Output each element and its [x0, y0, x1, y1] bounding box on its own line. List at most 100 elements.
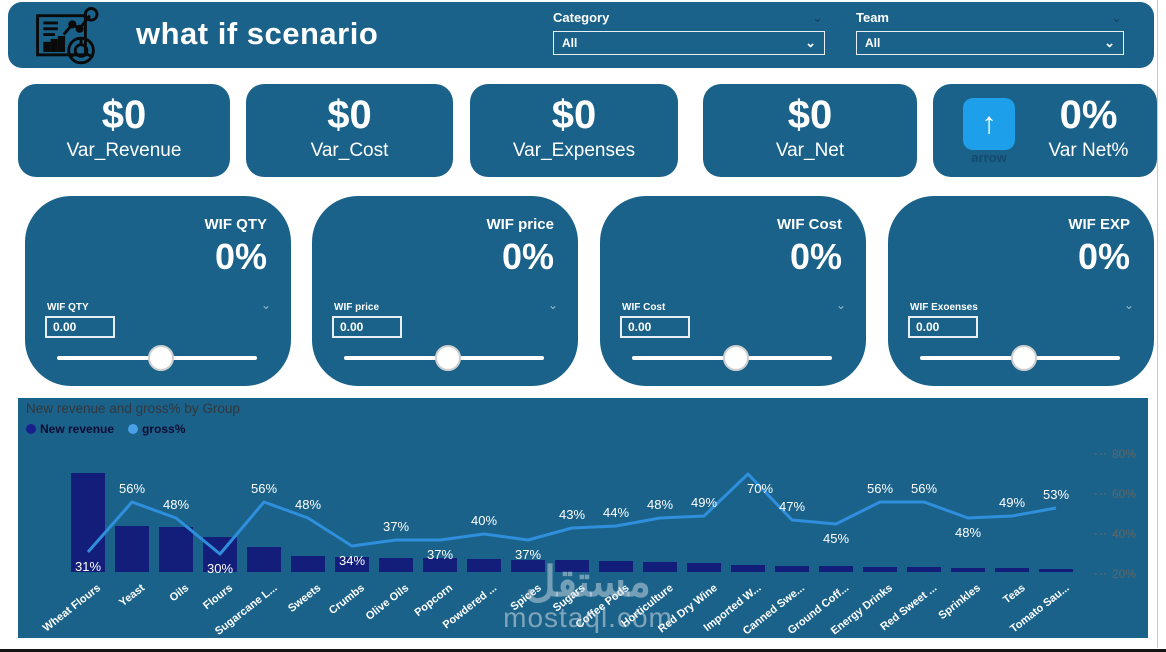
arrow-caption: arrow: [971, 150, 1007, 165]
legend-label: gross%: [142, 422, 186, 436]
wif-slider-track[interactable]: [344, 345, 544, 371]
y-axis-tick: 20%: [1094, 567, 1136, 581]
data-label: 43%: [558, 507, 586, 522]
collapse-chevron-icon[interactable]: ⌄: [1111, 10, 1122, 25]
data-label: 49%: [998, 495, 1026, 510]
wif-param-input[interactable]: [908, 316, 978, 338]
chart-title: New revenue and gross% by Group: [26, 401, 240, 416]
wif-param-input[interactable]: [332, 316, 402, 338]
category-dropdown[interactable]: All ⌄: [553, 31, 825, 55]
wif-param-label: WIF Exoenses: [910, 302, 978, 313]
header: what if scenario ⌄ Category All ⌄ ⌄ Team…: [8, 2, 1154, 68]
kpi-label: Var_Revenue: [66, 140, 182, 161]
bar-Sugars[interactable]: [555, 560, 589, 572]
wif-param-label: WIF Cost: [622, 302, 666, 313]
legend-item-gross-pct[interactable]: gross%: [128, 422, 185, 436]
bottom-border: [0, 649, 1166, 652]
wif-cost-card: WIF Cost 0% WIF Cost ⌄: [600, 196, 866, 386]
data-label: 45%: [822, 531, 850, 546]
bar-Yeast[interactable]: [115, 526, 149, 572]
bar-Sweets[interactable]: [291, 556, 325, 572]
wif-slider-thumb[interactable]: [723, 345, 749, 371]
bar-Oils[interactable]: [159, 527, 193, 572]
wif-slider-thumb[interactable]: [1011, 345, 1037, 371]
team-dropdown[interactable]: All ⌄: [856, 31, 1124, 55]
y-axis-tick: 60%: [1094, 487, 1136, 501]
x-axis-label: Popcorn: [412, 582, 456, 619]
bar-Imported W...[interactable]: [731, 565, 765, 572]
bar-Sugarcane L...[interactable]: [247, 547, 281, 572]
legend-dot: [26, 424, 36, 434]
wif-card-title: WIF EXP: [1068, 216, 1130, 233]
x-axis-label: Wheat Flours: [41, 582, 104, 635]
wif-card-title: WIF QTY: [204, 216, 268, 233]
wif-slider-track[interactable]: [632, 345, 832, 371]
legend-label: New revenue: [40, 422, 115, 436]
y-axis-tick: 80%: [1094, 447, 1136, 461]
bar-Tomato Sau...[interactable]: [1039, 569, 1073, 572]
wif-slider-track[interactable]: [920, 345, 1120, 371]
bar-Spices[interactable]: [511, 560, 545, 572]
data-label: 44%: [602, 505, 630, 520]
category-dropdown-value: All: [562, 36, 578, 50]
x-axis-label: Sprinkles: [936, 582, 984, 622]
legend-dot: [128, 424, 139, 434]
chevron-down-icon[interactable]: ⌄: [260, 298, 271, 312]
team-slicer: ⌄ Team All ⌄: [856, 10, 1124, 55]
bar-Ground Coff...[interactable]: [819, 566, 853, 572]
wif-card-title: WIF price: [486, 216, 554, 233]
wif-param-label: WIF price: [334, 302, 380, 313]
data-label: 53%: [1042, 487, 1070, 502]
analytics-logo-icon: [36, 7, 99, 65]
bar-Coffee Pods[interactable]: [599, 561, 633, 572]
x-axis-label: Sweets: [286, 582, 324, 615]
chevron-down-icon[interactable]: ⌄: [547, 298, 558, 312]
kpi-label: Var_Net: [775, 140, 845, 161]
bar-Red Dry Wine[interactable]: [687, 563, 721, 572]
bar-Wheat Flours[interactable]: [71, 473, 105, 572]
data-label: 56%: [250, 481, 278, 496]
arrow-up-icon: ↑: [963, 98, 1015, 150]
data-label: 48%: [954, 525, 982, 540]
wif-param-input[interactable]: [620, 316, 690, 338]
bar-Crumbs[interactable]: [335, 557, 369, 572]
y-axis-tick: 40%: [1094, 527, 1136, 541]
chevron-down-icon[interactable]: ⌄: [1123, 298, 1134, 312]
bar-Energy Drinks[interactable]: [863, 567, 897, 572]
bar-Red Sweet ...[interactable]: [907, 567, 941, 572]
data-label: 31%: [74, 559, 102, 574]
bar-Popcorn[interactable]: [423, 558, 457, 572]
bar-Teas[interactable]: [995, 568, 1029, 572]
kpi-label: Var Net%: [1048, 140, 1129, 161]
wif-slider-track[interactable]: [57, 345, 257, 371]
wif-card-value: 0%: [789, 236, 842, 277]
bar-Powdered ...[interactable]: [467, 559, 501, 572]
chevron-down-icon[interactable]: ⌄: [835, 298, 846, 312]
tick-dash-icon: [1094, 573, 1106, 575]
chart-panel: 31% 56% 48% 30% 56% 48% 34% 37% 37% 40% 37% 43% 44% 4…: [18, 398, 1148, 638]
bar-Horticulture[interactable]: [643, 562, 677, 572]
team-slicer-label: Team: [856, 10, 889, 25]
chevron-down-icon: ⌄: [1104, 35, 1115, 50]
wif-param-input[interactable]: [45, 316, 115, 338]
x-axis-label: Sugars: [550, 582, 588, 615]
wif-slider-thumb[interactable]: [148, 345, 174, 371]
wif-slider-thumb[interactable]: [435, 345, 461, 371]
legend-item-new-revenue[interactable]: New revenue: [26, 422, 114, 436]
data-label: 37%: [382, 519, 410, 534]
kpi-label: Var_Cost: [310, 140, 389, 161]
data-label: 37%: [514, 547, 542, 562]
data-label: 70%: [746, 481, 774, 496]
chart-legend: New revenue gross%: [26, 422, 185, 436]
tick-dash-icon: [1094, 453, 1106, 455]
bar-Canned Swe...[interactable]: [775, 566, 809, 572]
bar-Olive Oils[interactable]: [379, 558, 413, 572]
wif-exp-card: WIF EXP 0% WIF Exoenses ⌄: [888, 196, 1154, 386]
collapse-chevron-icon[interactable]: ⌄: [812, 10, 823, 25]
kpi-card-var-net: $0 Var_Net: [703, 84, 917, 177]
wif-param-label: WIF QTY: [47, 302, 89, 313]
bar-Sprinkles[interactable]: [951, 568, 985, 572]
kpi-card-var-expenses: $0 Var_Expenses: [470, 84, 678, 177]
wif-card-title: WIF Cost: [777, 216, 842, 233]
